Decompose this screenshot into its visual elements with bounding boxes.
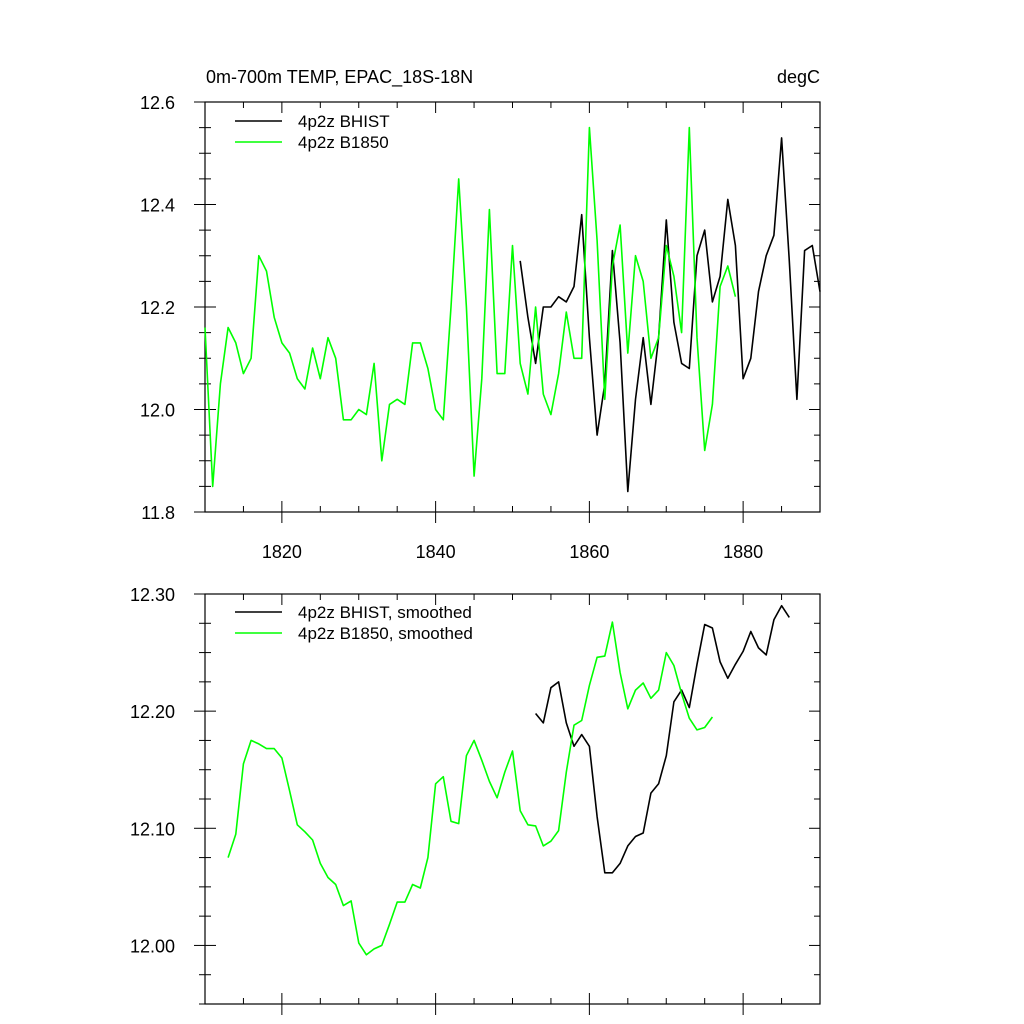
y-tick-label: 12.30: [130, 585, 175, 605]
y-tick-label: 12.10: [130, 819, 175, 839]
top-tick-marks: [194, 101, 821, 523]
y-tick-label: 12.20: [130, 702, 175, 722]
bottom-legend: 4p2z BHIST, smoothed 4p2z B1850, smoothe…: [235, 603, 473, 643]
y-tick-label: 11.8: [141, 503, 175, 523]
bottom-series: [227, 604, 790, 956]
y-tick-label: 12.0: [140, 401, 175, 421]
x-tick-label: 1840: [416, 542, 456, 562]
series-line-b1850: [204, 126, 737, 488]
top-panel-units: degC: [777, 67, 820, 87]
series-line-b1850: [227, 621, 714, 956]
y-tick-label: 12.00: [130, 936, 175, 956]
bottom-tick-labels: 12.00 12.10 12.20 12.30: [130, 585, 175, 956]
bottom-panel: 12.00 12.10 12.20 12.30 4p2z BHIST, smoothe…: [130, 585, 821, 1015]
bottom-plot-frame: [204, 593, 821, 1005]
legend-label-bhist-smoothed: 4p2z BHIST, smoothed: [298, 603, 472, 622]
y-tick-label: 12.4: [140, 196, 175, 216]
legend-label-b1850: 4p2z B1850: [298, 133, 389, 152]
top-series: [204, 126, 821, 493]
legend-label-b1850-smoothed: 4p2z B1850, smoothed: [298, 624, 473, 643]
x-tick-label: 1860: [569, 542, 609, 562]
x-tick-label: 1880: [723, 542, 763, 562]
top-panel-title: 0m-700m TEMP, EPAC_18S-18N: [206, 67, 473, 88]
x-tick-label: 1820: [262, 542, 302, 562]
top-plot-frame: [204, 101, 821, 513]
top-legend: 4p2z BHIST 4p2z B1850: [235, 112, 390, 152]
top-panel: 0m-700m TEMP, EPAC_18S-18N degC 11.8 12.0…: [140, 67, 821, 562]
legend-label-bhist: 4p2z BHIST: [298, 112, 390, 131]
bottom-tick-marks: [194, 593, 821, 1015]
y-tick-label: 12.2: [140, 298, 175, 318]
series-line-bhist: [534, 604, 790, 874]
series-line-bhist: [519, 137, 821, 493]
top-tick-labels: 11.8 12.0 12.2 12.4 12.6 1820 1840 1860 1880: [140, 93, 763, 562]
y-tick-label: 12.6: [140, 93, 175, 113]
